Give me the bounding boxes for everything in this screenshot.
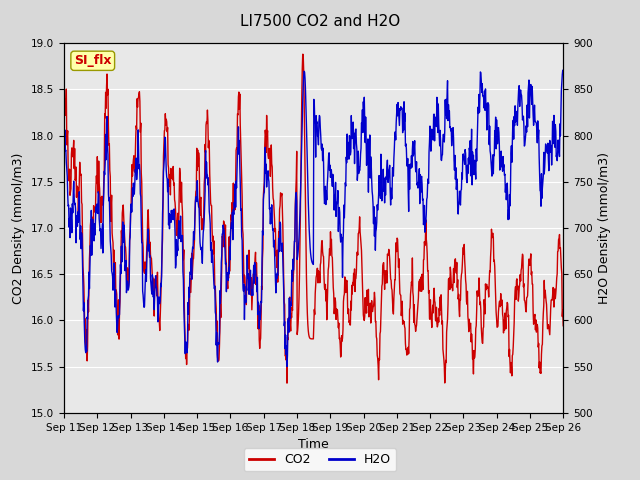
H2O — [527, 88, 535, 94]
H2O — [125, 279, 133, 285]
Text: LI7500 CO2 and H2O: LI7500 CO2 and H2O — [240, 14, 400, 29]
CO2 — [125, 260, 133, 266]
CO2 — [559, 323, 567, 329]
Text: SI_flx: SI_flx — [74, 54, 111, 67]
Y-axis label: H2O Density (mmol/m3): H2O Density (mmol/m3) — [598, 152, 611, 304]
H2O — [559, 70, 567, 75]
CO2 — [299, 51, 307, 57]
CO2 — [319, 249, 326, 255]
CO2 — [528, 269, 536, 275]
CO2 — [60, 134, 68, 140]
X-axis label: Time: Time — [298, 438, 329, 451]
CO2 — [193, 187, 200, 193]
H2O — [422, 217, 429, 223]
H2O — [559, 67, 566, 73]
H2O — [60, 173, 68, 179]
Line: CO2: CO2 — [64, 54, 563, 383]
H2O — [283, 363, 291, 369]
CO2 — [422, 217, 429, 223]
CO2 — [246, 274, 253, 279]
Y-axis label: CO2 Density (mmol/m3): CO2 Density (mmol/m3) — [12, 152, 26, 304]
Line: H2O: H2O — [64, 70, 563, 366]
H2O — [193, 195, 200, 201]
CO2 — [283, 380, 291, 386]
H2O — [246, 279, 253, 285]
Legend: CO2, H2O: CO2, H2O — [244, 448, 396, 471]
H2O — [318, 141, 326, 147]
